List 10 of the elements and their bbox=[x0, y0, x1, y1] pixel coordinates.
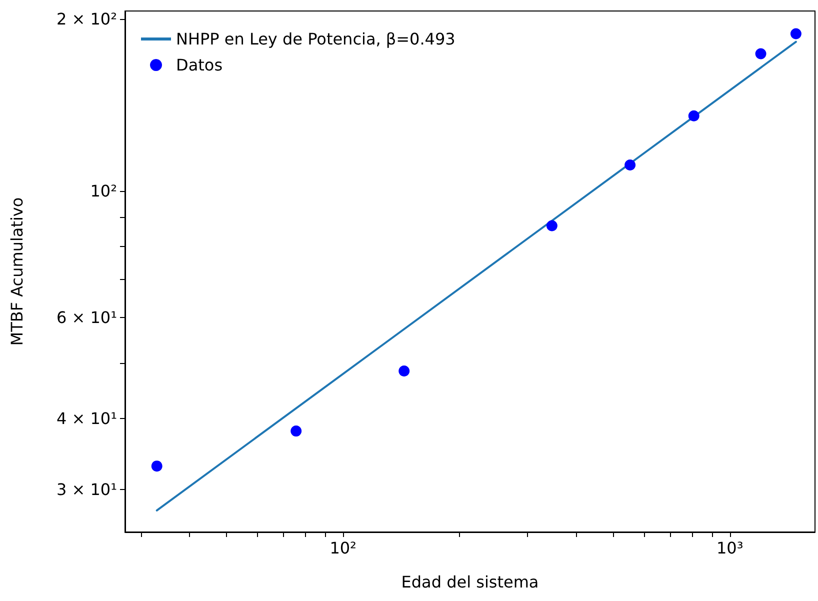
x-tick-label: 10³ bbox=[716, 538, 744, 558]
y-tick-label: 4 × 10¹ bbox=[56, 408, 117, 428]
legend-label: NHPP en Ley de Potencia, β=0.493 bbox=[176, 30, 456, 48]
legend-label: Datos bbox=[176, 56, 223, 74]
y-tick-label: 2 × 10² bbox=[56, 9, 117, 28]
y-tick-label: 10² bbox=[90, 181, 117, 200]
x-axis-title: Edad del sistema bbox=[401, 572, 539, 592]
y-tick-label: 6 × 10¹ bbox=[56, 308, 117, 328]
y-tick-label: 3 × 10¹ bbox=[56, 480, 117, 500]
y-axis-title: MTBF Acumulativo bbox=[8, 197, 26, 346]
